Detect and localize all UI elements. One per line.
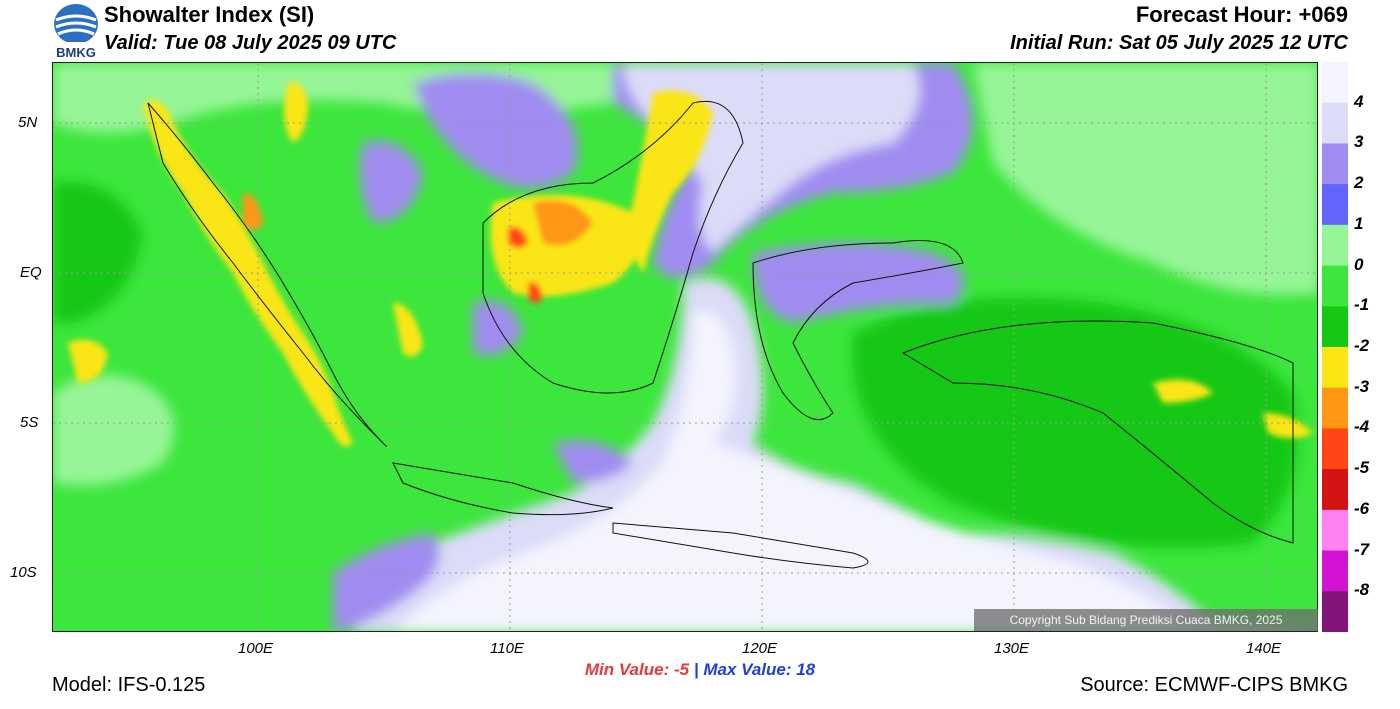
nusa-tenggara-coast xyxy=(612,522,869,569)
coastlines xyxy=(147,100,1294,569)
lat-label-5s: 5S xyxy=(20,414,39,431)
lon-label-120e: 120E xyxy=(742,640,778,657)
colorbar-label: -6 xyxy=(1354,498,1370,518)
colorbar-label: -8 xyxy=(1354,580,1370,600)
bmkg-logo: BMKG xyxy=(52,2,100,60)
forecast-hour: Forecast Hour: +069 xyxy=(1135,2,1348,27)
colorbar-swatch xyxy=(1322,509,1348,552)
colorbar-swatch xyxy=(1322,184,1348,226)
colorbar-label: 3 xyxy=(1354,132,1364,152)
initial-run: Initial Run: Sat 05 July 2025 12 UTC xyxy=(1010,32,1348,54)
colorbar-swatch xyxy=(1322,102,1348,144)
valid-time: Valid: Tue 08 July 2025 09 UTC xyxy=(104,32,397,54)
borneo-coast xyxy=(482,100,744,394)
colorbar-label: 0 xyxy=(1354,254,1364,274)
colorbar-swatch xyxy=(1322,469,1348,511)
convective-cells xyxy=(68,82,1313,447)
lat-label-10s: 10S xyxy=(10,564,37,581)
copyright-notice: Copyright Sub Bidang Prediksi Cuaca BMKG… xyxy=(974,609,1318,631)
logo-text: BMKG xyxy=(56,45,96,60)
colorbar-label: -1 xyxy=(1354,295,1370,315)
min-value: Min Value: -5 xyxy=(584,660,690,679)
sulawesi-coast xyxy=(752,240,964,421)
map-title: Showalter Index (SI) xyxy=(104,2,315,27)
new-guinea-coast xyxy=(901,320,1294,544)
lon-label-130e: 130E xyxy=(994,640,1030,657)
sumatra-coast xyxy=(147,102,387,447)
colorbar-swatch xyxy=(1322,591,1348,633)
colorbar-swatch xyxy=(1322,143,1348,185)
bmkg-emblem-icon: BMKG xyxy=(52,4,100,60)
colorbar-swatch xyxy=(1322,347,1348,389)
max-value: Max Value: 18 xyxy=(703,660,816,679)
lat-label-5n: 5N xyxy=(18,114,38,131)
map-canvas xyxy=(53,63,1317,631)
colorbar-label: 1 xyxy=(1354,213,1364,233)
colorbar-swatch xyxy=(1322,387,1348,429)
colorbar-label: -3 xyxy=(1354,376,1370,396)
colorbar-swatches xyxy=(1322,62,1348,633)
colorbar-label: -5 xyxy=(1354,458,1370,478)
colorbar-label: -2 xyxy=(1354,336,1370,355)
lon-label-140e: 140E xyxy=(1246,640,1282,657)
colorbar-label: 4 xyxy=(1354,91,1364,111)
forecast-map xyxy=(52,62,1318,632)
lon-label-100e: 100E xyxy=(238,640,274,657)
model-label: Model: IFS-0.125 xyxy=(52,674,206,696)
colorbar-label: -4 xyxy=(1354,417,1370,437)
lat-label-eq: EQ xyxy=(20,264,42,281)
java-coast xyxy=(392,462,614,516)
colorbar-swatch xyxy=(1322,224,1348,267)
min-max-values: Min Value: -5 | Max Value: 18 xyxy=(0,660,1400,680)
colorbar xyxy=(1322,62,1348,633)
lon-label-110e: 110E xyxy=(490,640,524,657)
colorbar-label: -7 xyxy=(1354,539,1370,559)
source-label: Source: ECMWF-CIPS BMKG xyxy=(1080,674,1348,696)
colorbar-swatch xyxy=(1322,62,1348,104)
colorbar-swatch xyxy=(1322,265,1348,307)
colorbar-swatch xyxy=(1322,428,1348,470)
colorbar-labels: 4 3 2 1 0 -1 -2 -3 -4 -5 -6 -7 -8 xyxy=(1352,62,1392,632)
colorbar-label: 2 xyxy=(1354,173,1364,193)
min-max-separator: | xyxy=(693,660,699,679)
colorbar-swatch xyxy=(1322,306,1348,348)
colorbar-swatch xyxy=(1322,550,1348,592)
